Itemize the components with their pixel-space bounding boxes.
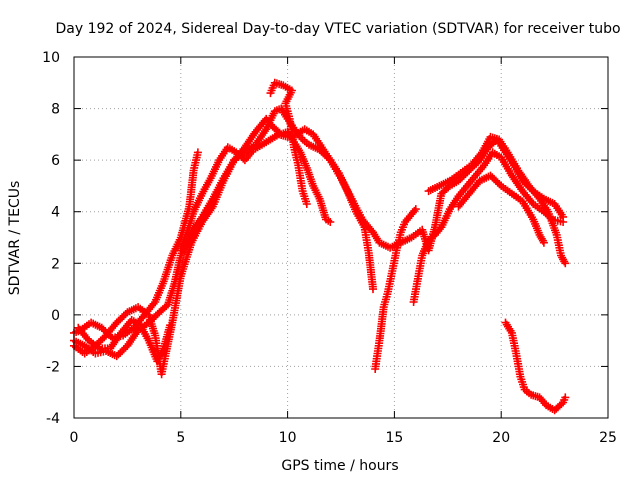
y-axis-label: SDTVAR / TECUs	[7, 181, 23, 296]
grid	[74, 57, 608, 418]
data-point	[148, 315, 157, 324]
y-tick-label: 4	[51, 205, 60, 221]
data-point	[561, 393, 570, 402]
data-point	[488, 173, 497, 182]
data-point	[561, 259, 570, 268]
data-series	[371, 205, 420, 373]
x-tick-label: 5	[176, 430, 185, 446]
chart-title: Day 192 of 2024, Sidereal Day-to-day VTE…	[55, 21, 620, 37]
data-point	[193, 148, 202, 157]
data-point	[302, 200, 311, 208]
y-tick-label: -4	[46, 411, 60, 427]
axis-ticks: 0 5 10 15 20 25 -4 -2 0 2 4 6 8 10	[42, 50, 617, 446]
x-tick-label: 0	[70, 430, 79, 446]
data-points	[70, 78, 570, 415]
data-point	[114, 316, 123, 325]
y-tick-label: 2	[51, 256, 60, 272]
data-series	[501, 318, 570, 415]
data-point	[149, 299, 158, 308]
y-tick-label: 8	[51, 102, 60, 118]
data-point	[369, 285, 377, 294]
data-point	[146, 316, 155, 325]
y-tick-label: 0	[51, 308, 60, 324]
plot-frame	[73, 56, 609, 419]
data-point	[411, 205, 420, 214]
data-series	[266, 78, 311, 208]
data-series	[74, 316, 175, 366]
x-axis-label: GPS time / hours	[281, 458, 398, 474]
data-point	[486, 171, 495, 180]
data-series	[424, 132, 570, 268]
y-tick-label: 6	[51, 153, 60, 169]
data-series	[176, 125, 377, 294]
data-point	[116, 348, 125, 357]
data-point	[410, 206, 419, 215]
y-tick-label: 10	[42, 50, 60, 66]
data-point	[557, 400, 566, 409]
data-point	[326, 218, 335, 226]
x-tick-label: 15	[385, 430, 403, 446]
data-point	[559, 218, 568, 226]
x-tick-label: 10	[279, 430, 297, 446]
x-tick-label: 25	[599, 430, 617, 446]
data-series	[454, 171, 548, 247]
y-tick-label: -2	[46, 359, 60, 375]
data-point	[116, 315, 125, 324]
data-point	[166, 321, 175, 330]
data-point	[539, 238, 548, 247]
x-tick-label: 20	[492, 430, 510, 446]
data-point	[118, 347, 127, 355]
